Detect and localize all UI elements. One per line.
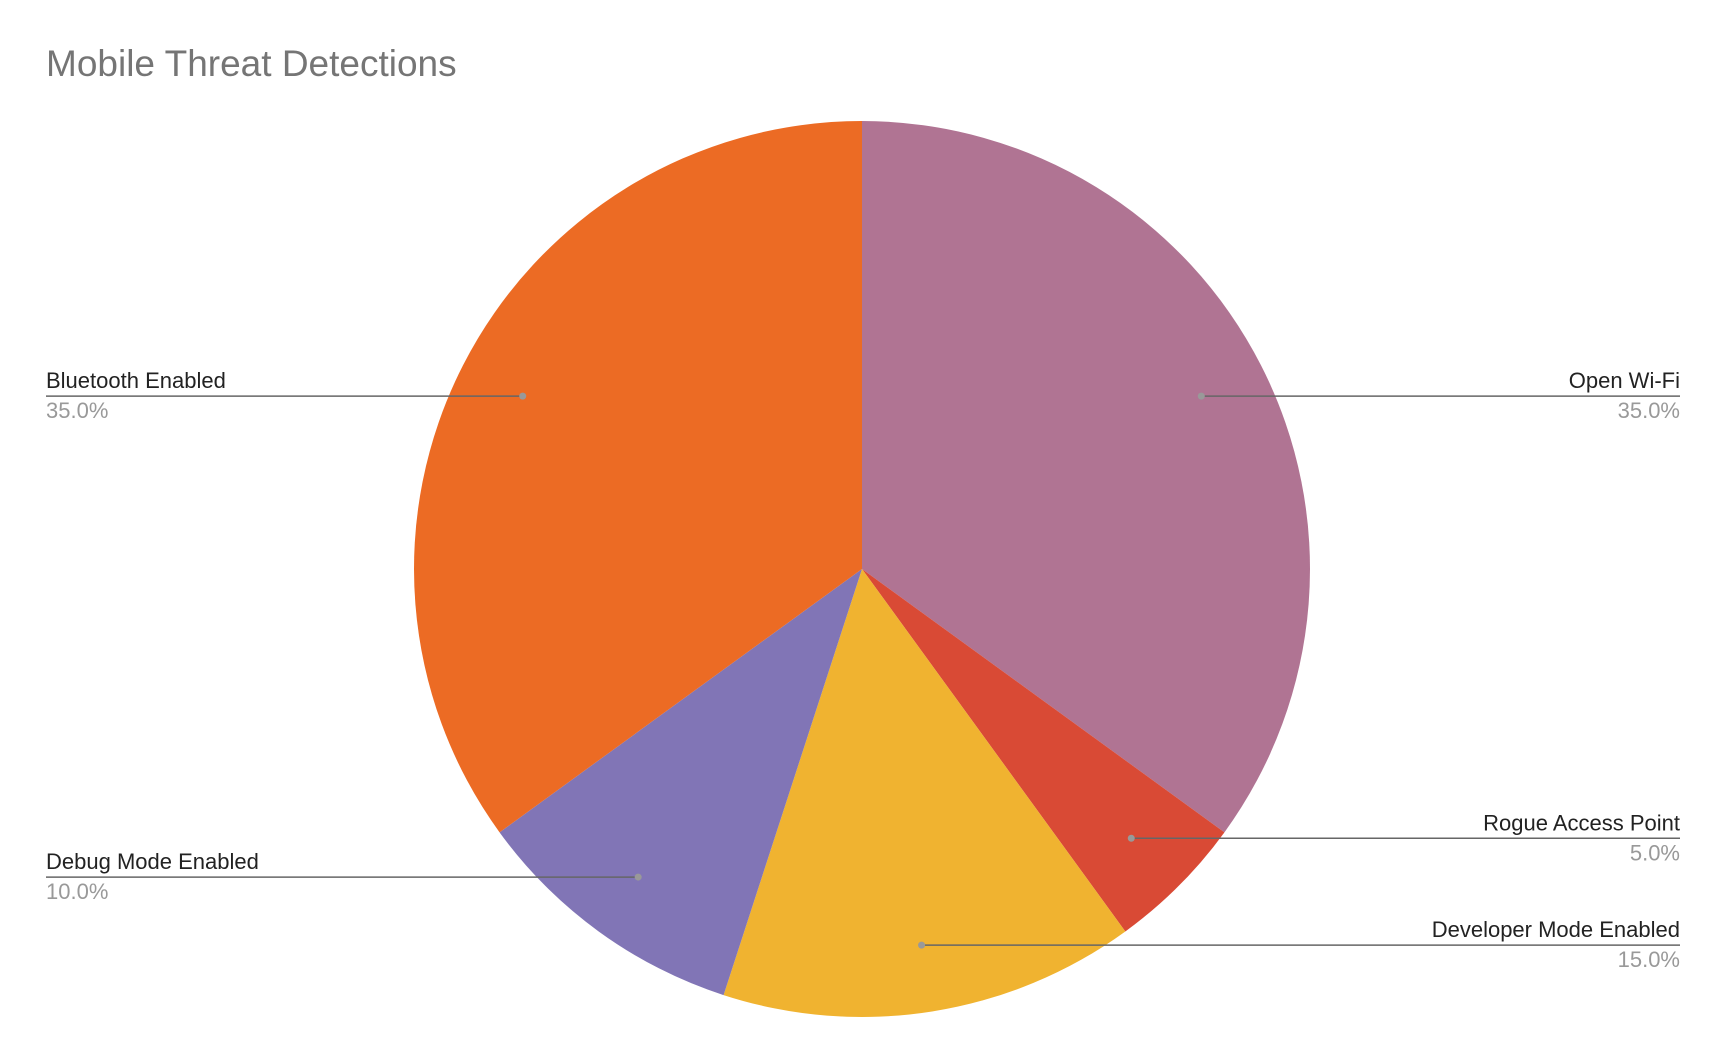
slice-value-label: 35.0% bbox=[46, 398, 108, 423]
pie-slice bbox=[862, 121, 1311, 833]
leader-dot bbox=[634, 873, 642, 881]
slice-value-label: 5.0% bbox=[1630, 840, 1680, 865]
slice-label: Open Wi-Fi bbox=[1569, 368, 1680, 393]
leader-dot bbox=[918, 941, 926, 949]
leader-dot bbox=[519, 392, 527, 400]
slice-label: Developer Mode Enabled bbox=[1432, 917, 1680, 942]
pie-slice bbox=[413, 121, 862, 833]
leader-dot bbox=[1127, 834, 1135, 842]
pie-slice bbox=[499, 569, 862, 996]
slice-label: Rogue Access Point bbox=[1483, 810, 1680, 835]
slice-label: Bluetooth Enabled bbox=[46, 368, 226, 393]
slice-value-label: 15.0% bbox=[1618, 947, 1680, 972]
pie-slice bbox=[862, 569, 1225, 932]
pie-slice bbox=[723, 569, 1126, 1018]
slice-value-label: 10.0% bbox=[46, 879, 108, 904]
slice-value-label: 35.0% bbox=[1618, 398, 1680, 423]
leader-dot bbox=[1197, 392, 1205, 400]
slice-label: Debug Mode Enabled bbox=[46, 849, 259, 874]
chart-title: Mobile Threat Detections bbox=[46, 43, 457, 84]
